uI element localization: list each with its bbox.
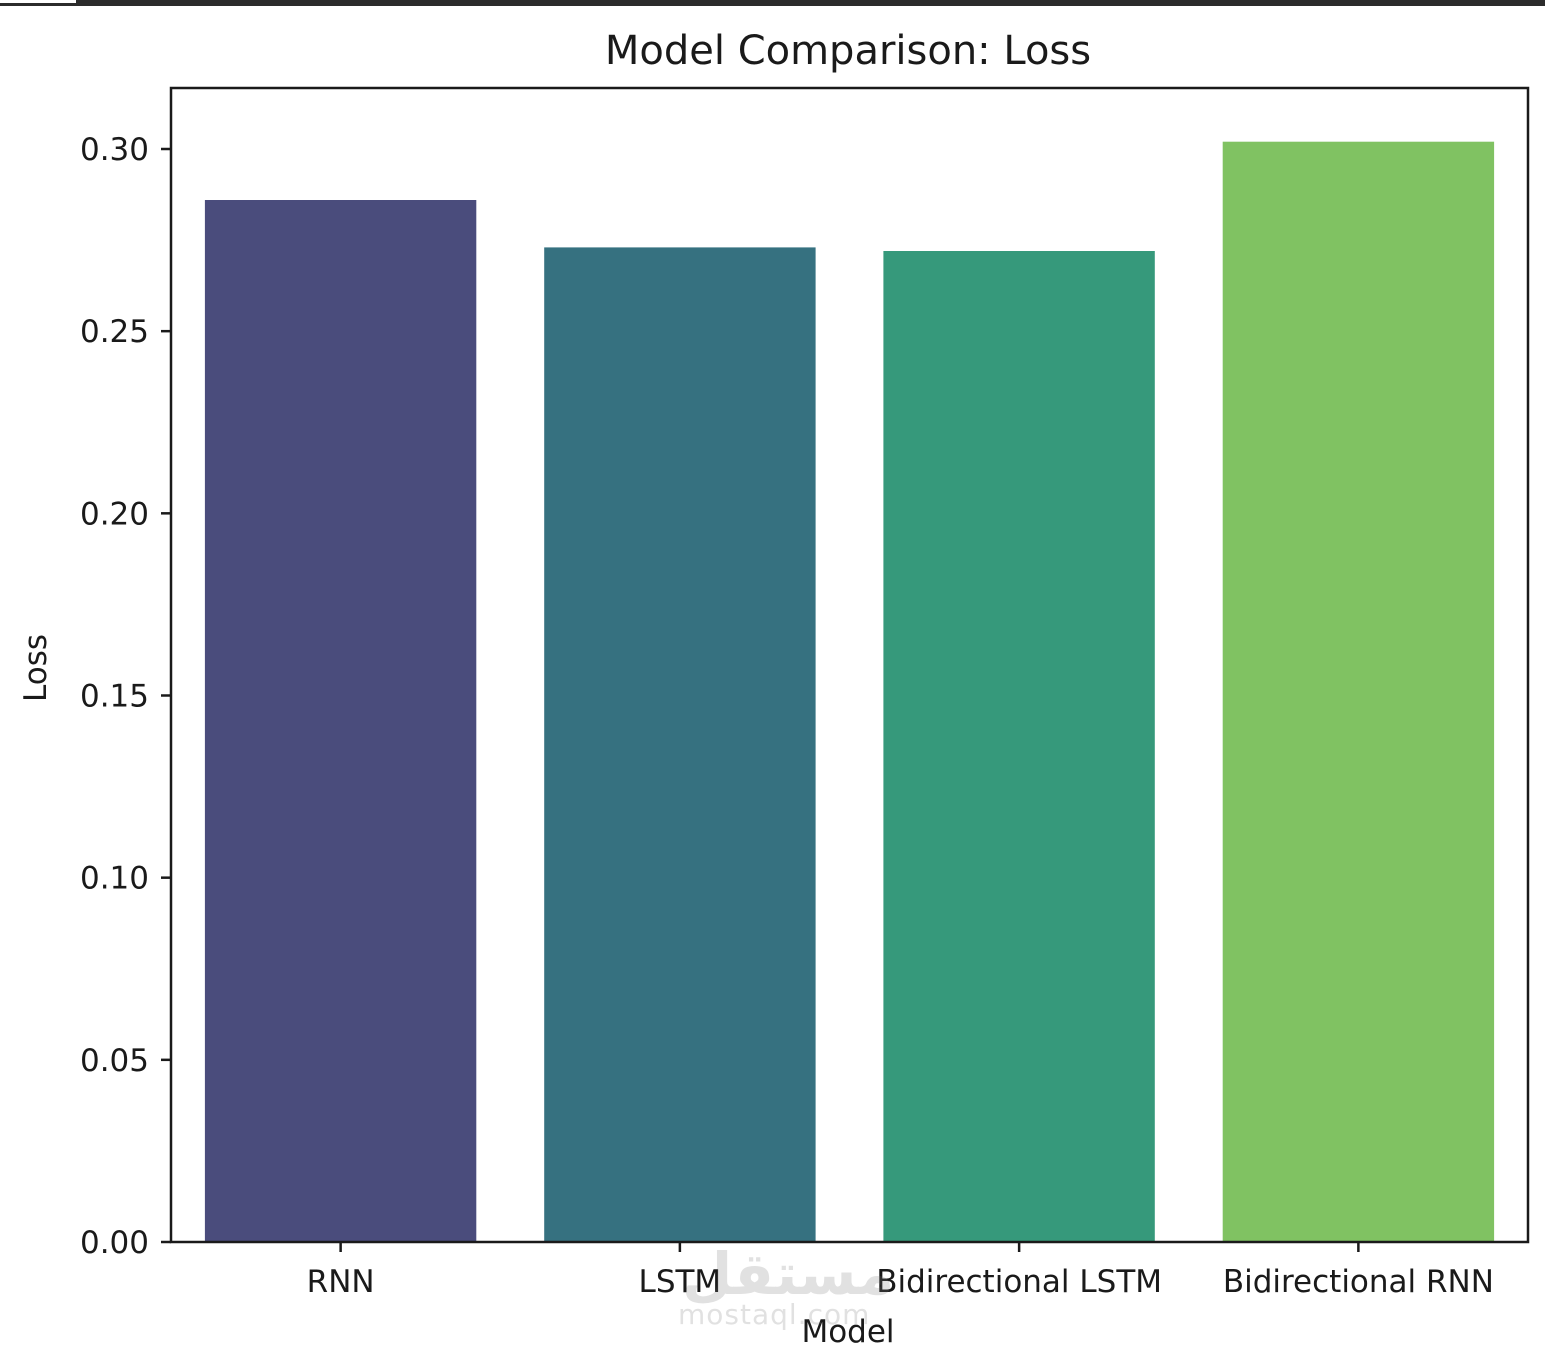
window-top-bar [0, 0, 1545, 6]
x-axis: RNN LSTM Bidirectional LSTM Bidirectional R… [307, 1242, 1494, 1300]
x-tick-label: Bidirectional RNN [1223, 1264, 1494, 1300]
x-axis-label: Model [801, 1314, 894, 1350]
bar-lstm [544, 247, 816, 1242]
bars-group [204, 141, 1495, 1243]
y-tick-label: 0.10 [80, 861, 149, 897]
y-axis-label: Loss [18, 634, 54, 702]
x-tick-label: Bidirectional LSTM [876, 1264, 1162, 1300]
y-axis: 0.00 0.05 0.10 0.15 0.20 0.25 0.30 [80, 132, 171, 1261]
bar-rnn [204, 200, 477, 1242]
bar-bidirectional-rnn [1222, 141, 1495, 1243]
y-tick-label: 0.05 [80, 1043, 149, 1079]
y-tick-label: 0.00 [80, 1225, 149, 1261]
y-tick-label: 0.15 [80, 679, 149, 715]
plot-frame [169, 86, 1530, 1244]
y-tick-label: 0.30 [80, 132, 149, 168]
y-tick-label: 0.20 [80, 496, 149, 532]
y-tick-label: 0.25 [80, 314, 149, 350]
chart-title: Model Comparison: Loss [605, 28, 1091, 74]
bar-bidirectional-lstm [883, 251, 1155, 1242]
tab-indicator [0, 0, 76, 3]
x-tick-label: RNN [307, 1264, 375, 1300]
x-tick-label: LSTM [639, 1264, 722, 1300]
